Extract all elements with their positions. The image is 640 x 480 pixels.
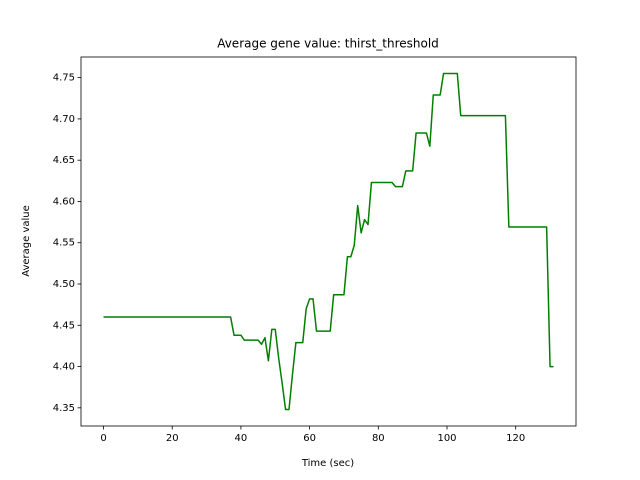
y-tick-label: 4.60 [53, 196, 75, 207]
x-tick-label: 80 [372, 433, 385, 444]
plot-frame [80, 56, 577, 427]
y-tick-label: 4.55 [53, 238, 75, 249]
x-tick-label: 0 [100, 433, 106, 444]
x-tick-label: 120 [506, 433, 525, 444]
x-tick-label: 60 [303, 433, 316, 444]
y-tick-label: 4.35 [53, 403, 75, 414]
data-line [103, 72, 554, 411]
x-axis-label: Time (sec) [301, 458, 354, 469]
y-tick-label: 4.65 [53, 155, 75, 166]
y-tick-label: 4.40 [53, 362, 75, 373]
y-tick-label: 4.50 [53, 279, 75, 290]
y-tick-label: 4.75 [53, 73, 75, 84]
x-tick-label: 40 [235, 433, 248, 444]
x-tick-label: 100 [437, 433, 456, 444]
x-tick-label: 20 [166, 433, 179, 444]
y-axis-label: Average value [21, 205, 32, 277]
y-tick-label: 4.45 [53, 320, 75, 331]
chart-title: Average gene value: thirst_threshold [217, 37, 439, 51]
y-tick-label: 4.70 [53, 114, 75, 125]
